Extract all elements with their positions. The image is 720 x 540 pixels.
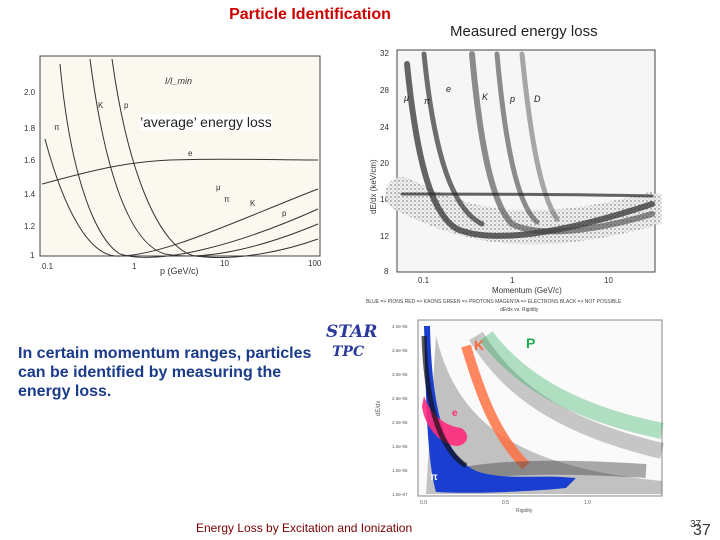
x-tick: 1.0 — [584, 500, 591, 506]
y-tick: 3.0e-06 — [392, 372, 408, 377]
y-tick: 1.2 — [24, 222, 36, 231]
body-text: In certain momentum ranges, particles ca… — [18, 345, 312, 400]
y-tick: 1.6e-06 — [392, 444, 408, 449]
star-logo-bottom: TPC — [332, 344, 365, 360]
star-y-label: dE/dx — [376, 401, 382, 416]
star-scatter — [421, 326, 664, 494]
y-tick: 1.0e-06 — [392, 468, 408, 473]
curve-label: K — [98, 101, 104, 110]
star-band-label: e — [452, 408, 458, 419]
y-tick: 1.6 — [24, 156, 36, 165]
curve-label: K — [250, 199, 256, 208]
right-y-label: dE/dx (keV/cm) — [369, 159, 378, 214]
y-tick: 28 — [380, 86, 389, 95]
curve-label: p — [282, 209, 287, 218]
x-tick: 1 — [510, 276, 515, 285]
y-tick: 1.4 — [24, 190, 36, 199]
y-tick: 8 — [384, 267, 389, 276]
y-tick: 1.0e-07 — [392, 492, 408, 497]
y-tick: 1.8 — [24, 124, 36, 133]
page-number: 37 37 — [690, 519, 711, 539]
star-band-label: K — [474, 337, 484, 353]
band-label: π — [424, 96, 431, 106]
y-tick: 2.6e-06 — [392, 396, 408, 401]
star-subtitle: dE/dx vs. Rigidity — [500, 307, 539, 313]
left-y-ticks: 2.0 1.8 1.6 1.4 1.2 1 — [24, 88, 36, 260]
curve-label: p — [124, 101, 129, 110]
star-tpc-plot: 4.0e-06 3.6e-06 3.0e-06 2.6e-06 2.0e-06 … — [376, 319, 664, 514]
x-tick: 0.1 — [418, 276, 430, 285]
average-energy-loss-plot: 2.0 1.8 1.6 1.4 1.2 1 0.1 1 10 100 p (Ge… — [24, 55, 322, 276]
y-tick: 1 — [30, 251, 35, 260]
x-tick: 10 — [604, 276, 613, 285]
x-tick: 0.0 — [420, 500, 427, 506]
footer-text: Energy Loss by Excitation and Ionization — [196, 521, 413, 535]
measured-caption: Measured energy loss — [450, 23, 598, 40]
star-x-ticks: 0.0 0.5 1.0 — [420, 500, 591, 506]
right-y-ticks: 32 28 24 20 16 12 8 — [380, 49, 389, 276]
page-number-main: 37 — [693, 522, 711, 539]
electron-curve — [41, 158, 319, 185]
kaon-curve — [89, 58, 319, 257]
y-tick: 20 — [380, 159, 389, 168]
star-band-label: π — [430, 472, 438, 483]
right-x-ticks: 0.1 1 10 — [418, 276, 613, 285]
star-x-label: Rigidity — [516, 508, 533, 514]
proton-curve — [111, 58, 319, 259]
measured-energy-loss-plot: 32 28 24 20 16 12 8 dE/dx (keV/cm) 0.1 1… — [369, 49, 662, 295]
band-label: μ — [403, 93, 409, 103]
band-label: e — [446, 84, 451, 94]
x-tick: 10 — [220, 259, 229, 268]
slide-title: Particle Identification — [229, 6, 391, 23]
y-tick: 4.0e-06 — [392, 324, 408, 329]
y-tick: 16 — [380, 195, 389, 204]
star-y-ticks: 4.0e-06 3.6e-06 3.0e-06 2.6e-06 2.0e-06 … — [392, 324, 408, 497]
star-band-label: P — [526, 335, 535, 351]
left-x-ticks: 0.1 1 10 100 — [42, 259, 322, 271]
band-label: K — [482, 92, 489, 102]
y-tick: 24 — [380, 123, 389, 132]
muon-curve — [44, 138, 319, 257]
y-tick: 2.0e-06 — [392, 420, 408, 425]
x-tick: 0.5 — [502, 500, 509, 506]
y-tick: 12 — [380, 232, 389, 241]
curve-label: π — [54, 123, 60, 132]
page-number-small: 37 — [690, 519, 702, 530]
star-legend: BLUE => PIONS RED => KAONS GREEN => PROT… — [366, 299, 622, 305]
right-x-label: Momentum (GeV/c) — [492, 286, 562, 295]
average-caption: ’average’ energy loss — [140, 114, 272, 130]
left-x-label: p (GeV/c) — [160, 266, 199, 276]
star-logo: STAR TPC — [326, 322, 378, 362]
y-tick: 3.6e-06 — [392, 348, 408, 353]
star-logo-top: STAR — [326, 322, 378, 342]
x-tick: 1 — [132, 262, 137, 271]
x-tick: 100 — [308, 259, 322, 268]
pion-curve — [59, 63, 319, 258]
left-y-label: I/I_min — [165, 76, 192, 86]
y-tick: 2.0 — [24, 88, 36, 97]
y-tick: 32 — [380, 49, 389, 58]
curve-label: μ — [216, 183, 221, 192]
curve-label: π — [224, 195, 230, 204]
band-label: p — [509, 94, 515, 104]
band-label: D — [534, 94, 541, 104]
x-tick: 0.1 — [42, 262, 54, 271]
curve-label: e — [188, 149, 193, 158]
